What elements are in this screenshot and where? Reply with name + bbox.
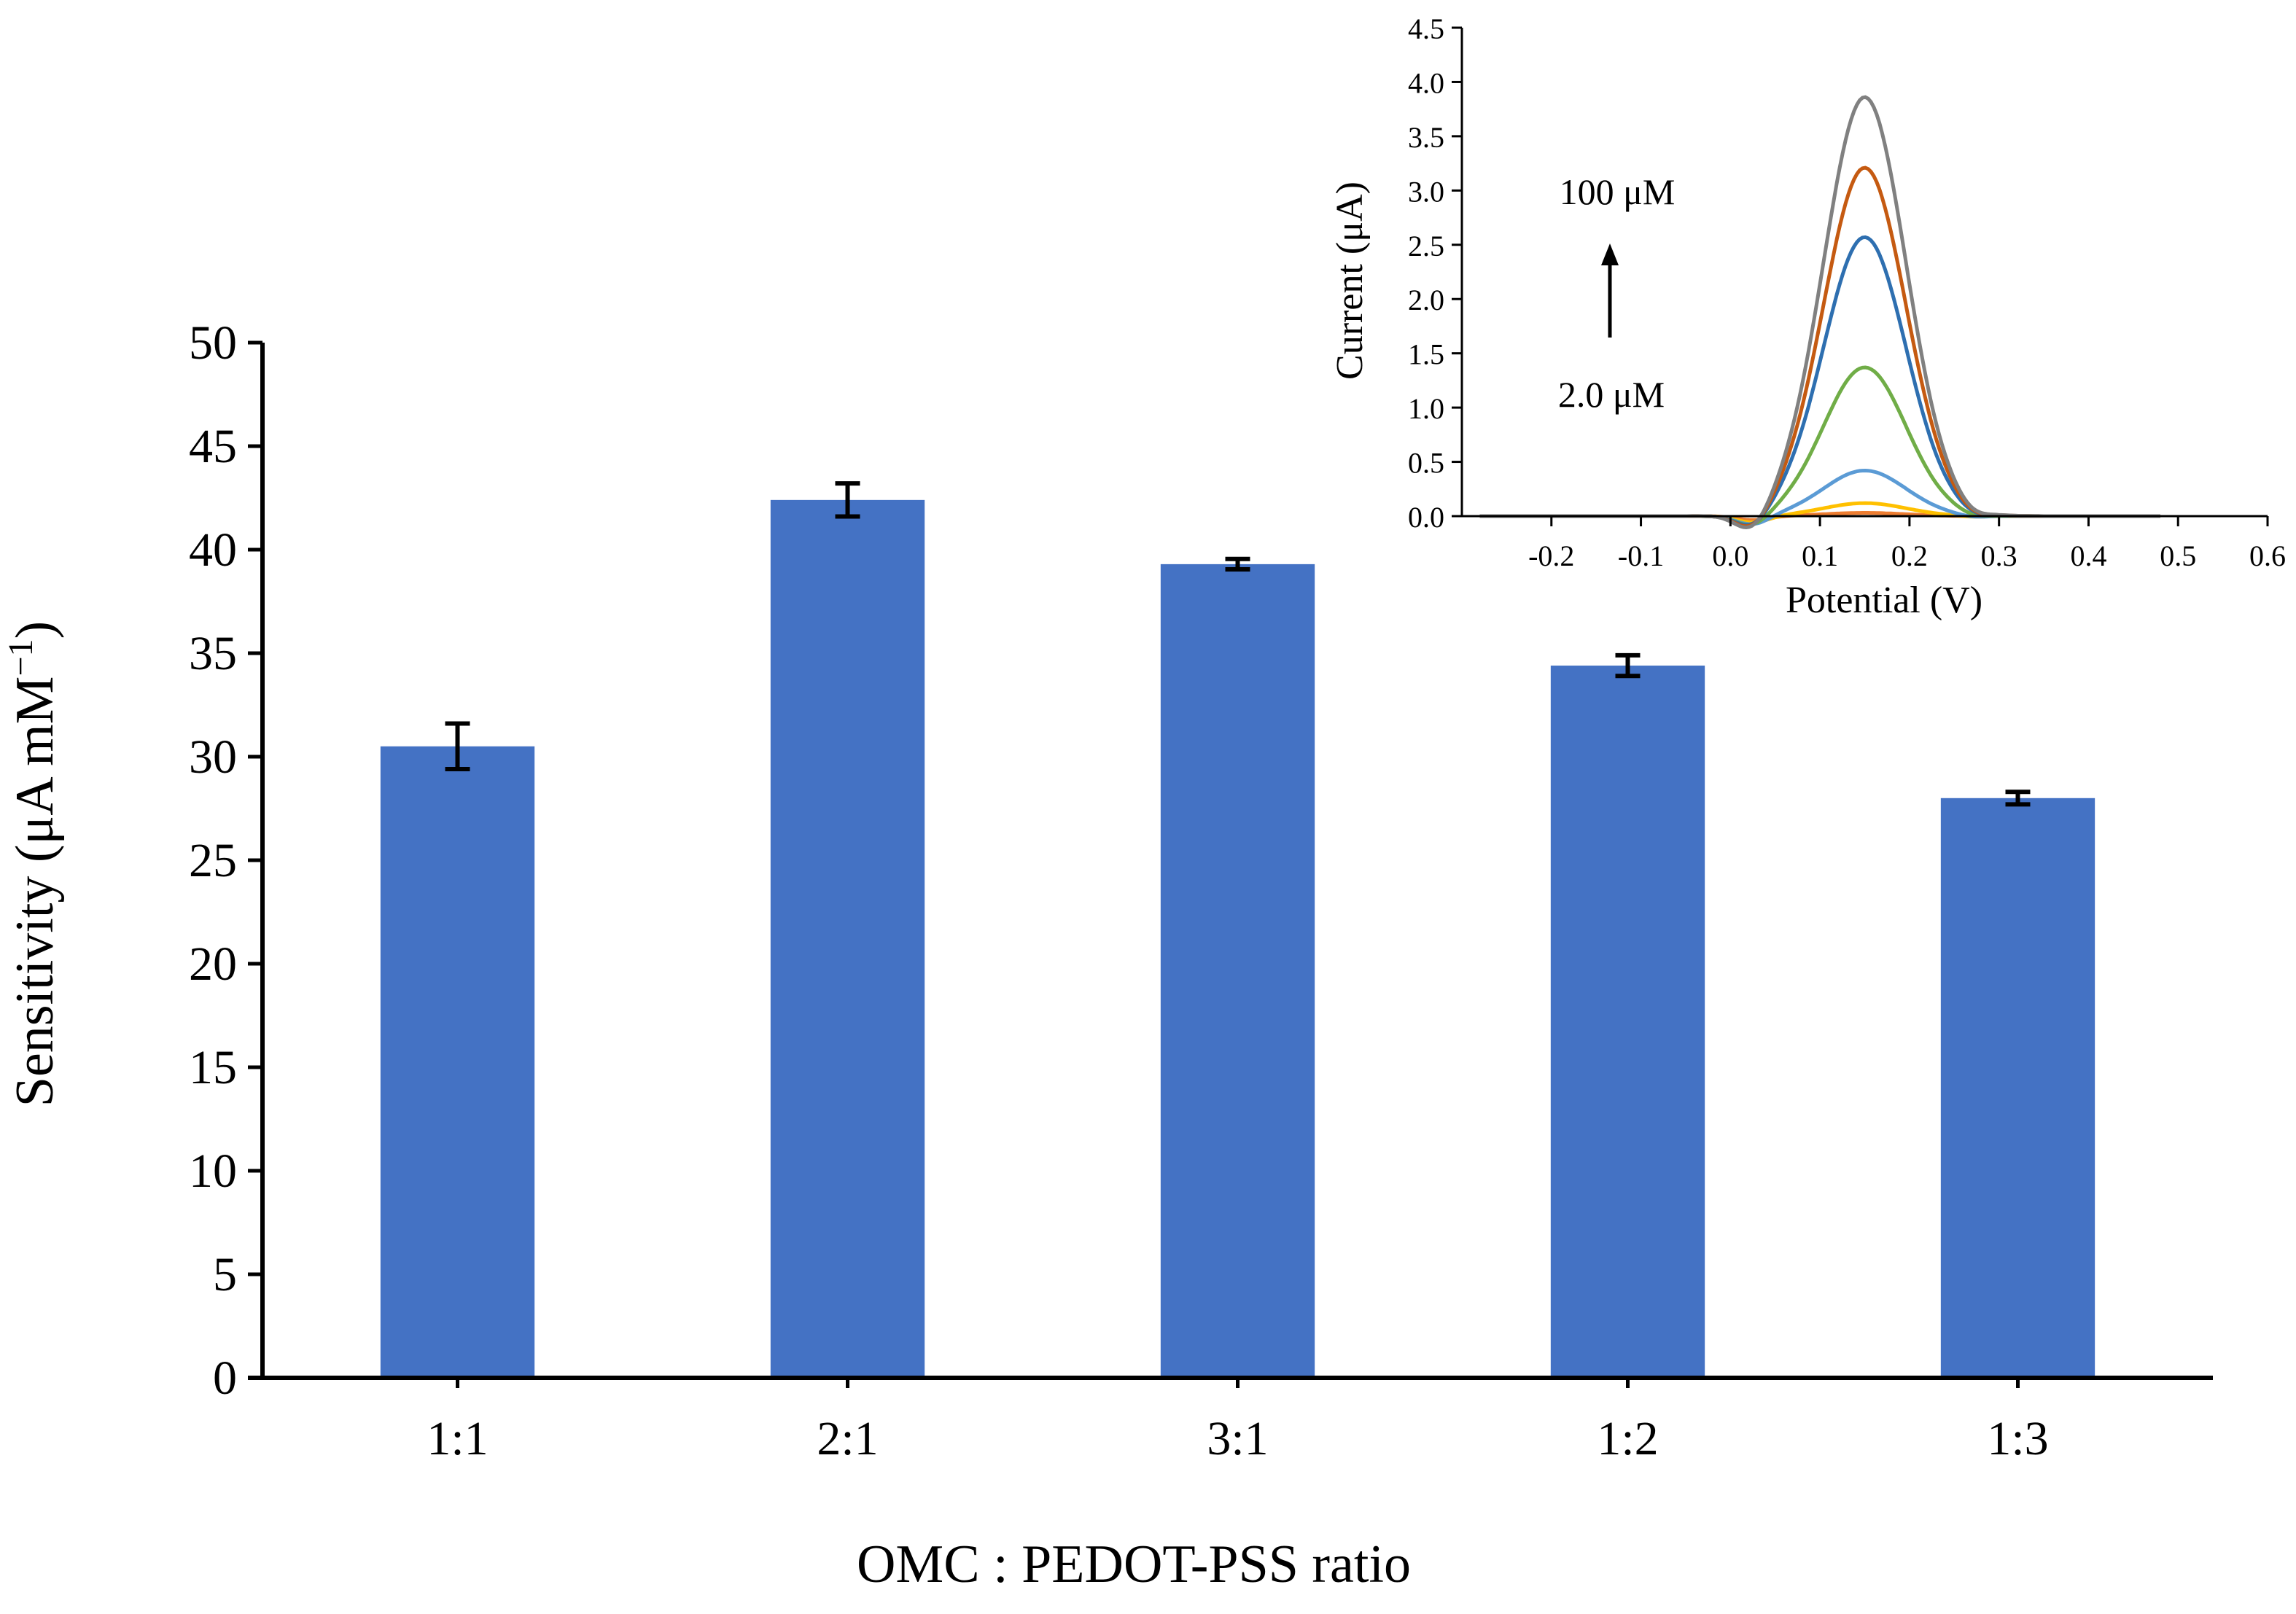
y-tick-label: 50 [189,316,237,370]
inset-y-tick-label: 4.5 [1408,12,1444,45]
inset-y-tick-label: 4.0 [1408,66,1444,99]
y-tick-label: 25 [189,834,237,887]
inset-y-tick-label: 3.5 [1408,121,1444,154]
bar-1:1 [380,746,535,1378]
error-bar-3:1 [1225,556,1250,572]
annotation-2uM: 2.0 μM [1558,374,1665,415]
x-tick-label: 2:1 [817,1412,878,1465]
y-tick-label: 15 [189,1041,237,1094]
y-tick-label: 40 [189,523,237,577]
y-tick-label: 35 [189,627,237,680]
x-tick-label: 1:2 [1597,1412,1658,1465]
inset-y-tick-label: 1.0 [1408,392,1444,425]
error-bar-1:2 [1615,652,1641,679]
inset-y-tick-label: 0.5 [1408,447,1444,480]
inset-x-tick-label: 0.3 [1981,539,2017,572]
inset-x-axis-label: Potential (V) [1786,580,1982,621]
error-bar-1:3 [2005,790,2031,807]
bar-2:1 [770,499,925,1378]
inset-y-tick-label: 3.0 [1408,175,1444,208]
annotation-100uM: 100 μM [1560,171,1676,212]
y-tick-label: 30 [189,730,237,784]
y-tick-label: 5 [213,1248,237,1301]
main-x-axis-label: OMC : PEDOT-PSS ratio [857,1535,1411,1594]
inset-y-tick-label: 1.5 [1408,338,1444,371]
inset-x-tick-label: 0.5 [2160,539,2196,572]
concentration-arrow [1601,243,1619,338]
bar-1:3 [1940,798,2095,1378]
x-tick-label: 1:1 [427,1412,488,1465]
bar-1:2 [1550,666,1705,1378]
inset-series-7 [1479,95,2160,530]
inset-line-chart: 0.0 0.5 1.0 1.5 2.0 2.5 3.0 3.5 4.0 4.5 -0.2 -0.1 0… [1329,12,2286,621]
bar-3:1 [1160,564,1315,1378]
inset-y-tick-label: 2.5 [1408,230,1444,262]
inset-series-6 [1479,165,2160,529]
error-bar-2:1 [835,481,860,519]
inset-y-tick-label: 2.0 [1408,284,1444,316]
x-tick-label: 3:1 [1207,1412,1268,1465]
inset-x-tick-label: 0.2 [1891,539,1928,572]
inset-x-tick-label: -0.2 [1528,539,1574,572]
inset-y-tick-label: 0.0 [1408,501,1444,534]
error-bar-1:1 [445,721,470,772]
inset-y-axis-label: Current (μA) [1329,182,1371,380]
x-tick-label: 1:3 [1987,1412,2048,1465]
y-tick-label: 20 [189,937,237,991]
inset-x-tick-label: 0.4 [2070,539,2106,572]
main-bar-chart: 0 5 10 15 20 25 30 35 40 45 50 1:1 2:1 3:1 1:2 1:3 OMC… [1,316,2213,1594]
y-tick-label: 0 [213,1352,237,1405]
inset-x-tick-label: 0.6 [2249,539,2286,572]
main-y-axis-label: Sensitivity (μA mM−1) [1,621,65,1107]
y-tick-label: 45 [189,420,237,473]
inset-x-tick-label: -0.1 [1618,539,1664,572]
inset-x-tick-label: 0.0 [1712,539,1748,572]
y-tick-label: 10 [189,1145,237,1198]
inset-x-tick-label: 0.1 [1802,539,1838,572]
